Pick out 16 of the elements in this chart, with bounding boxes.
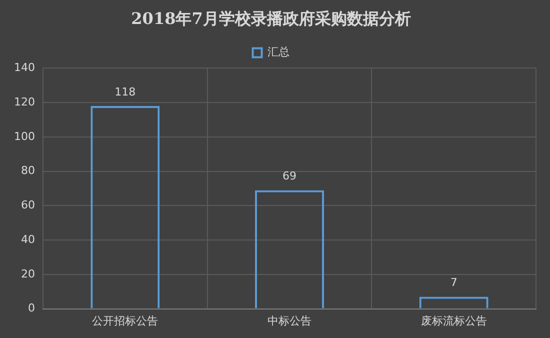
- data-label: 7: [450, 276, 458, 290]
- y-tick-label: 40: [20, 232, 35, 246]
- legend-label: 汇总: [267, 46, 290, 59]
- y-tick-label: 120: [14, 95, 35, 108]
- chart-title: 2018年7月学校录播政府采购数据分析: [131, 8, 411, 28]
- y-tick-label: 20: [20, 267, 35, 280]
- data-label: 118: [114, 85, 136, 98]
- x-tick-label: 中标公告: [268, 314, 312, 328]
- y-tick-label: 80: [20, 164, 35, 178]
- y-tick-label: 0: [28, 302, 35, 315]
- y-tick-label: 100: [14, 130, 35, 143]
- y-tick-label: 60: [20, 198, 35, 212]
- x-tick-label: 废标流标公告: [420, 314, 487, 328]
- x-tick-label: 公开招标公告: [92, 314, 158, 328]
- data-label: 69: [282, 170, 296, 183]
- y-tick-label: 140: [14, 61, 35, 74]
